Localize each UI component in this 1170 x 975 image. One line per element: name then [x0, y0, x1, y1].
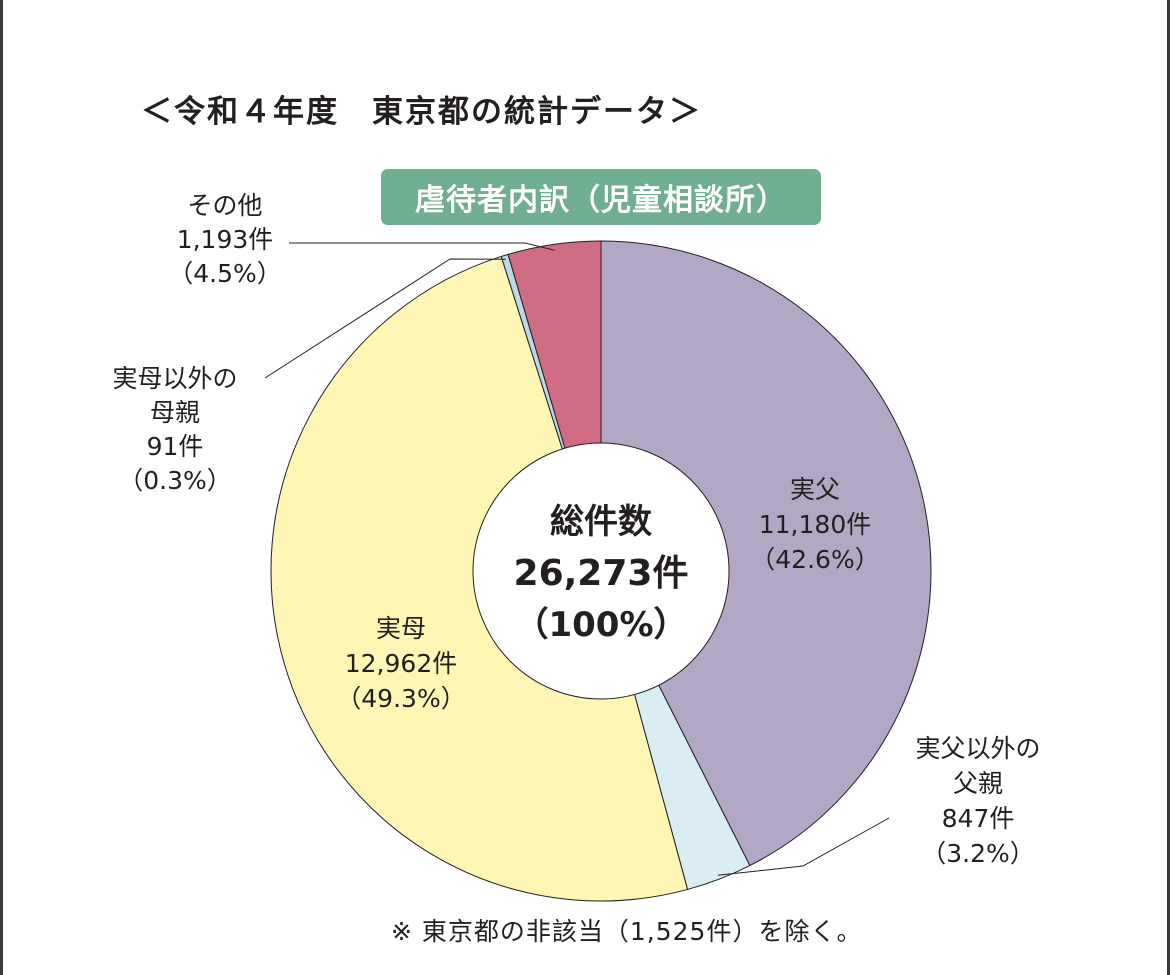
- label-other-count: 1,193件: [177, 225, 274, 254]
- leader-line-bo-other: [264, 258, 506, 379]
- label-bo-other-percent: （0.3%）: [118, 466, 232, 495]
- label-jitsufu-count: 11,180件: [759, 510, 871, 539]
- chart-title-badge: 虐待者内訳（児童相談所）: [381, 169, 821, 225]
- label-jitsubo-percent: （49.3%）: [336, 684, 465, 713]
- label-jitsufu-name-0: 実父: [790, 475, 840, 504]
- label-bo-other-count: 91件: [147, 432, 204, 461]
- label-jitsubo-name-0: 実母: [376, 614, 426, 643]
- pie-chart: 総件数 26,273件 （100%） 実父 11,180件 （42.6%） 実父以外の…: [112, 191, 1041, 902]
- center-label-total: 26,273件: [514, 553, 689, 594]
- leader-line-other: [289, 242, 556, 251]
- center-label-percent: （100%）: [514, 605, 687, 645]
- label-bo-other-name-1: 母親: [150, 398, 200, 427]
- leader-lines: [264, 242, 890, 876]
- label-other-percent: （4.5%）: [168, 259, 282, 288]
- label-bo-other-name-0: 実母以外の: [112, 364, 237, 393]
- leader-line-fu-other: [717, 817, 890, 876]
- label-fu-other-count: 847件: [942, 804, 1015, 833]
- label-other-name-0: その他: [187, 191, 262, 220]
- label-fu-other-name-0: 実父以外の: [915, 734, 1040, 763]
- slice-jitsufu: [600, 240, 932, 867]
- page-title: ＜令和４年度 東京都の統計データ＞: [141, 94, 702, 130]
- label-fu-other-percent: （3.2%）: [921, 839, 1035, 868]
- center-label-title: 総件数: [550, 502, 652, 542]
- footnote: ※ 東京都の非該当（1,525件）を除く。: [391, 917, 863, 946]
- center-hole: [472, 442, 730, 700]
- label-jitsufu-percent: （42.6%）: [750, 545, 879, 574]
- label-jitsubo-count: 12,962件: [345, 649, 457, 678]
- label-fu-other-name-1: 父親: [953, 769, 1003, 798]
